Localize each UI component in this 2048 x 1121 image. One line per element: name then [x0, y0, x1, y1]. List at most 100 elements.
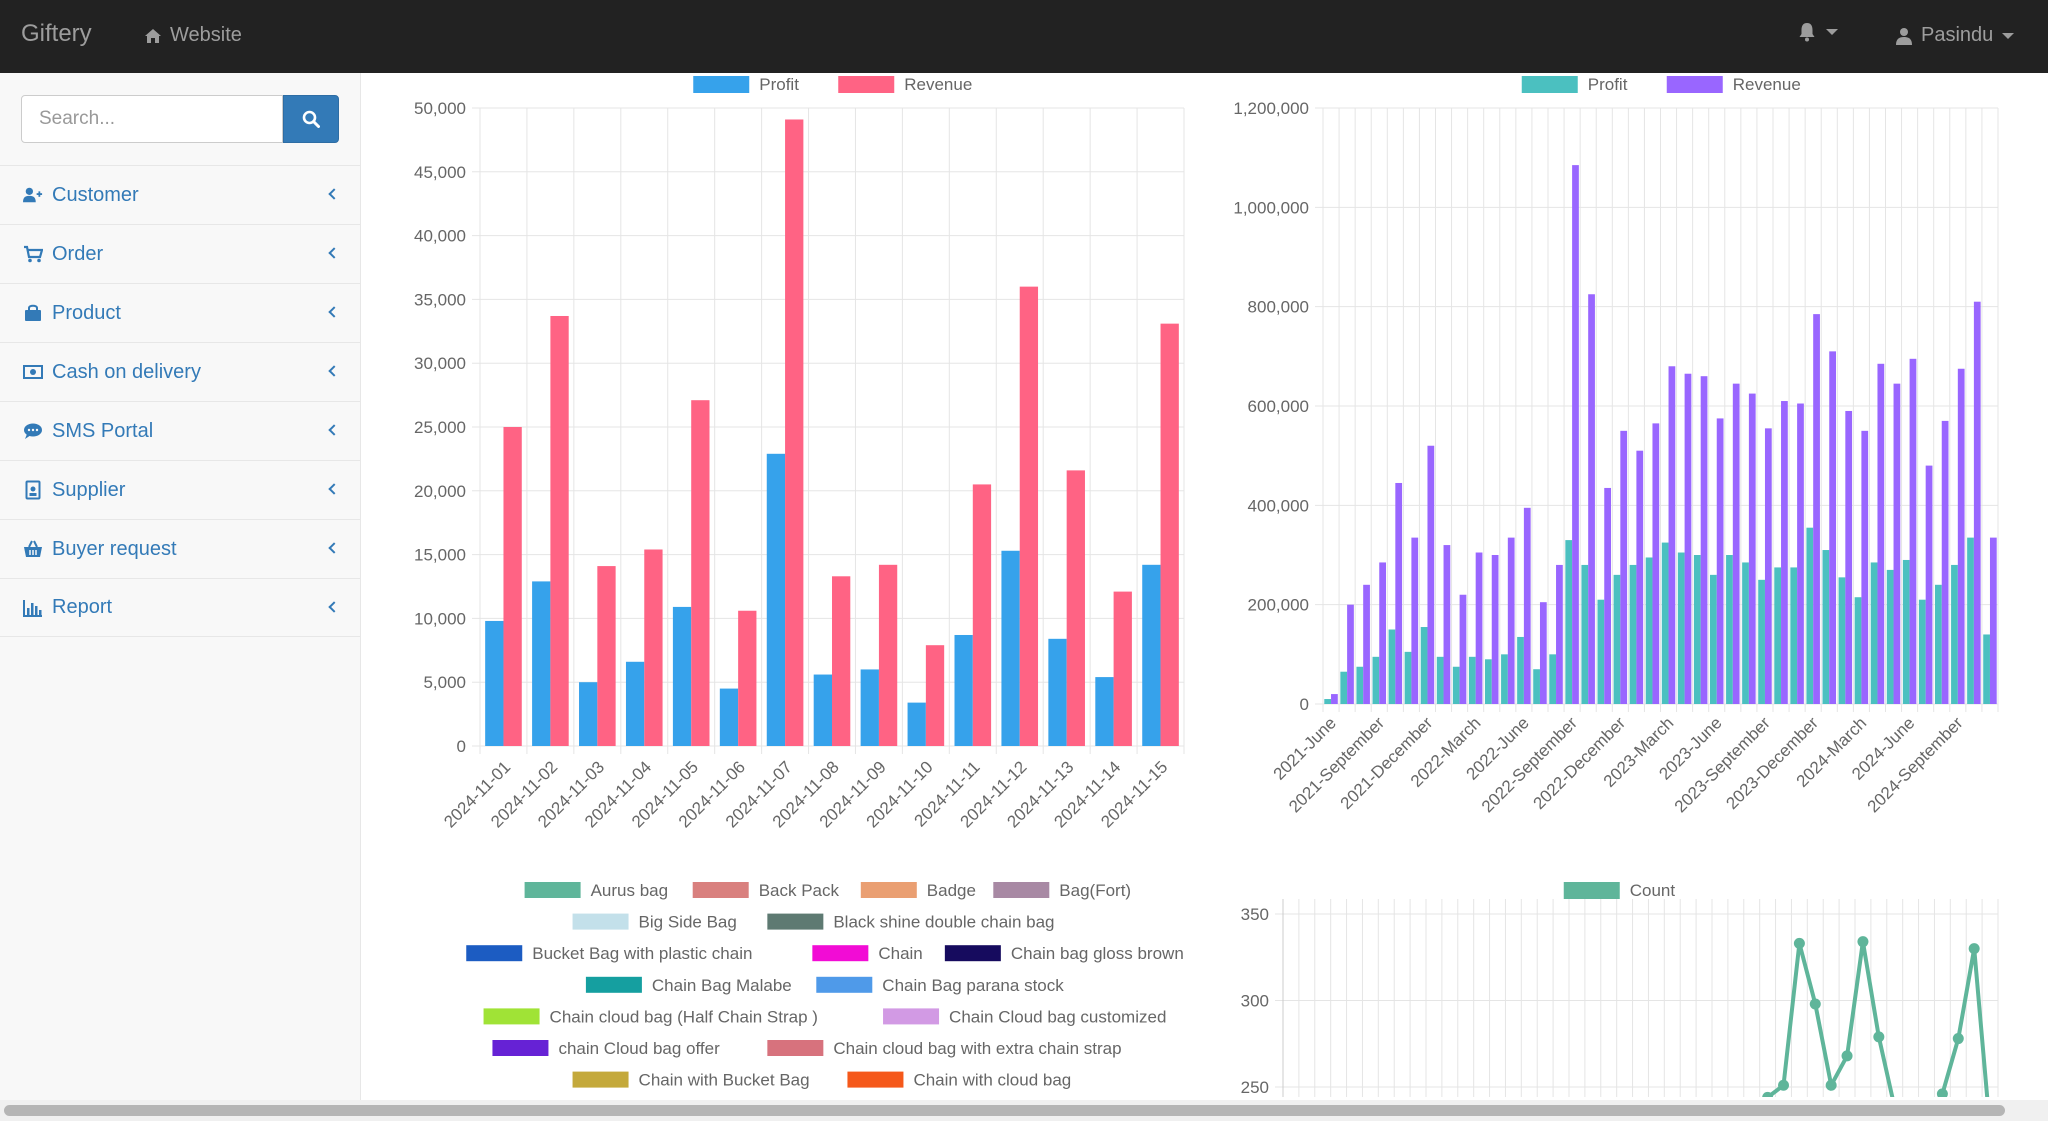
- bar: [954, 634, 973, 746]
- bar: [1935, 584, 1942, 704]
- bar: [1411, 537, 1419, 704]
- bar: [1951, 564, 1958, 704]
- bar: [1436, 656, 1444, 704]
- bar: [1556, 564, 1563, 704]
- legend-label: Revenue: [904, 75, 972, 94]
- sidebar: Customer Order Product Cash on delivery …: [0, 73, 361, 1121]
- sidebar-item-product[interactable]: Product: [0, 283, 360, 342]
- bar: [1748, 393, 1756, 704]
- bar: [1048, 638, 1067, 746]
- sidebar-item-supplier[interactable]: Supplier: [0, 460, 360, 519]
- sidebar-item-cash-on-delivery[interactable]: Cash on delivery: [0, 342, 360, 401]
- legend-swatch: [524, 882, 581, 898]
- y-tick-label: 1,200,000: [1233, 99, 1309, 118]
- scrollbar-thumb[interactable]: [4, 1105, 2005, 1116]
- y-tick-label: 20,000: [414, 482, 466, 501]
- bar: [832, 576, 851, 746]
- bar: [1806, 527, 1814, 704]
- bar: [625, 661, 645, 746]
- sidebar-item-report[interactable]: Report: [0, 578, 360, 637]
- bar: [738, 610, 757, 746]
- legend-label: Revenue: [1733, 75, 1801, 94]
- website-link-label: Website: [170, 24, 242, 46]
- bar: [1854, 597, 1862, 704]
- y-tick-label: 15,000: [414, 546, 466, 565]
- bar: [1774, 567, 1782, 704]
- y-tick-label: 5,000: [423, 673, 466, 692]
- bar: [1893, 383, 1901, 704]
- bar: [1693, 555, 1701, 704]
- bar: [1427, 445, 1435, 704]
- legend-label: Count: [1630, 881, 1676, 900]
- sidebar-item-sms-portal[interactable]: SMS Portal: [0, 401, 360, 460]
- search-input[interactable]: [21, 95, 283, 143]
- count-point: [1778, 1079, 1789, 1091]
- bar: [1732, 383, 1740, 704]
- y-tick-label: 25,000: [414, 418, 466, 437]
- bar: [1379, 562, 1386, 704]
- legend-label: Back Pack: [759, 881, 840, 900]
- bar: [597, 566, 616, 746]
- count-line: [1766, 941, 1895, 1097]
- bar: [878, 564, 898, 746]
- bar: [1331, 694, 1338, 704]
- y-tick-label: 600,000: [1248, 397, 1309, 416]
- legend-swatch: [1521, 76, 1578, 93]
- website-link[interactable]: Website: [144, 24, 242, 47]
- legend-swatch: [767, 913, 824, 930]
- search-button[interactable]: [283, 95, 339, 143]
- basket-icon: [23, 539, 43, 559]
- bar: [1459, 594, 1467, 704]
- home-icon: [145, 28, 161, 43]
- sidebar-item-label: Product: [52, 301, 121, 324]
- legend-label: Black shine double chain bag: [833, 913, 1054, 932]
- bar: [1066, 470, 1085, 746]
- sidebar-item-buyer-request[interactable]: Buyer request: [0, 519, 360, 578]
- bell-icon: [1799, 23, 1815, 42]
- bar: [1902, 559, 1910, 704]
- bar: [1797, 403, 1804, 704]
- y-tick-label: 250: [1241, 1078, 1269, 1097]
- chevron-left-icon: [328, 306, 340, 318]
- bar: [1485, 659, 1492, 704]
- legend-label: Chain with cloud bag: [913, 1071, 1071, 1090]
- y-tick-label: 0: [1300, 695, 1309, 714]
- sidebar-item-order[interactable]: Order: [0, 224, 360, 283]
- y-tick-label: 350: [1241, 905, 1269, 924]
- chevron-left-icon: [328, 424, 340, 436]
- bar: [1620, 430, 1628, 704]
- bar: [1790, 567, 1798, 704]
- sidebar-item-label: SMS Portal: [52, 419, 154, 442]
- legend-label: Profit: [759, 75, 799, 94]
- bar: [1468, 656, 1476, 704]
- bar: [1443, 545, 1451, 704]
- bar: [1781, 401, 1788, 704]
- count-point: [1873, 1031, 1885, 1043]
- legend-swatch: [585, 976, 642, 993]
- bar: [1918, 599, 1926, 704]
- y-tick-label: 0: [457, 737, 466, 756]
- legend-swatch: [492, 1040, 549, 1056]
- chevron-left-icon: [328, 188, 340, 200]
- count-point: [1793, 937, 1805, 949]
- bar: [1742, 562, 1749, 704]
- sidebar-item-label: Supplier: [52, 478, 126, 501]
- brand-logo[interactable]: Giftery: [21, 20, 92, 47]
- notifications-dropdown[interactable]: [1798, 22, 1838, 42]
- bar: [1613, 574, 1621, 704]
- chevron-left-icon: [328, 247, 340, 259]
- dashboard-charts: 0 5,000 10,000 15,000 20,000 25,000 30,000 35,0…: [362, 73, 2048, 1103]
- sidebar-item-customer[interactable]: Customer: [0, 165, 360, 224]
- horizontal-scrollbar[interactable]: [0, 1100, 2048, 1121]
- user-menu-dropdown[interactable]: Pasindu: [1896, 24, 2015, 47]
- count-line: [1940, 948, 1990, 1097]
- sidebar-item-label: Report: [52, 596, 113, 618]
- bar: [644, 549, 663, 746]
- count-point: [1825, 1079, 1837, 1091]
- bar: [1829, 351, 1836, 704]
- bar: [1967, 537, 1974, 704]
- bar: [1160, 323, 1179, 746]
- user-name: Pasindu: [1921, 24, 1994, 46]
- bar: [1491, 555, 1499, 704]
- bar: [1604, 487, 1611, 704]
